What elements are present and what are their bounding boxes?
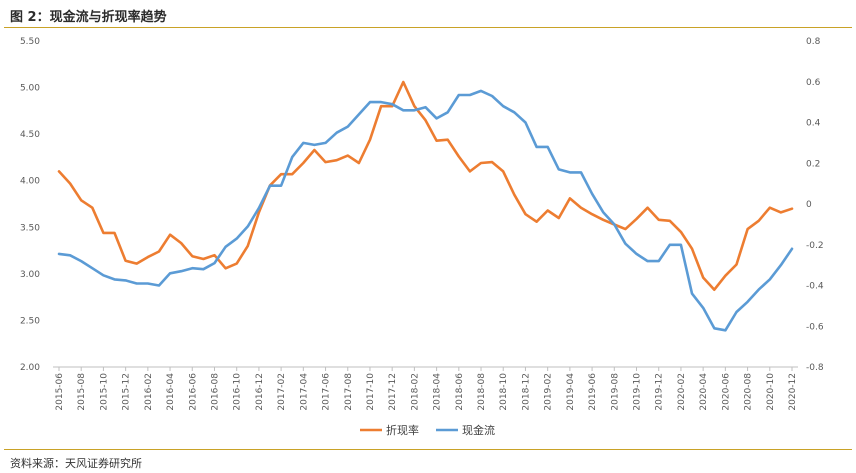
y-right-tick-label: -0.2 <box>806 241 824 251</box>
x-tick-label: 2017-04 <box>299 373 309 411</box>
x-tick-label: 2020-12 <box>788 373 798 411</box>
x-tick-label: 2015-08 <box>77 373 87 411</box>
y-right-tick-label: -0.8 <box>806 363 824 373</box>
x-tick-label: 2018-02 <box>410 373 420 411</box>
x-tick-label: 2017-12 <box>388 373 398 411</box>
x-tick-label: 2017-02 <box>277 373 287 411</box>
x-tick-label: 2016-10 <box>233 373 243 411</box>
x-tick-label: 2019-04 <box>566 373 576 411</box>
x-tick-label: 2016-08 <box>210 373 220 411</box>
x-tick-label: 2019-10 <box>633 373 643 411</box>
chart-legend: 折现率 现金流 <box>360 423 495 437</box>
x-tick-label: 2018-04 <box>433 373 443 411</box>
y-left-tick-label: 2.50 <box>20 316 40 326</box>
x-tick-label: 2017-08 <box>344 373 354 411</box>
source-note: 资料来源：天风证券研究所 <box>10 457 142 470</box>
y-left-tick-label: 2.00 <box>20 363 40 373</box>
y-right-tick-label: 0.6 <box>806 78 821 88</box>
x-tick-label: 2020-02 <box>677 373 687 411</box>
title-divider <box>4 27 852 28</box>
x-tick-label: 2015-10 <box>99 373 109 411</box>
x-tick-label: 2015-12 <box>122 373 132 411</box>
x-tick-label: 2019-12 <box>655 373 665 411</box>
x-tick-label: 2020-08 <box>744 373 754 411</box>
y-right-tick-label: 0.4 <box>806 119 821 129</box>
y-left-tick-label: 4.00 <box>20 177 40 187</box>
x-tick-label: 2019-08 <box>610 373 620 411</box>
cashflow-line <box>57 89 794 332</box>
x-tick-label: 2017-06 <box>322 373 332 411</box>
y-right-tick-label: -0.4 <box>806 282 824 292</box>
x-tick-label: 2016-04 <box>166 373 176 411</box>
x-tick-label: 2018-06 <box>455 373 465 411</box>
y-left-tick-label: 4.50 <box>20 130 40 140</box>
y-right-tick-label: 0.2 <box>806 159 820 169</box>
legend-label-cashflow: 现金流 <box>462 423 495 437</box>
x-tick-label: 2018-08 <box>477 373 487 411</box>
footer-divider <box>4 449 852 450</box>
x-tick-label: 2016-12 <box>255 373 265 411</box>
legend-label-discount-rate: 折现率 <box>386 423 419 437</box>
discount-rate-line <box>57 80 794 292</box>
y-left-tick-label: 5.50 <box>20 37 40 47</box>
x-tick-label: 2016-06 <box>188 373 198 411</box>
chart-series <box>57 80 794 332</box>
x-tick-label: 2019-02 <box>544 373 554 411</box>
x-tick-label: 2017-10 <box>366 373 376 411</box>
chart-axes: 5.50 5.00 4.50 4.00 3.50 3.00 2.50 2.00 0.8 0.6 0.… <box>20 37 824 411</box>
x-tick-label: 2020-06 <box>721 373 731 411</box>
y-right-tick-label: 0.8 <box>806 37 821 47</box>
x-tick-label: 2020-04 <box>699 373 709 411</box>
x-tick-label: 2018-10 <box>499 373 509 411</box>
y-right-tick-label: -0.6 <box>806 322 824 332</box>
x-tick-label: 2018-12 <box>521 373 531 411</box>
x-tick-label: 2019-06 <box>588 373 598 411</box>
y-left-tick-label: 3.50 <box>20 223 40 233</box>
y-left-tick-label: 3.00 <box>20 270 40 280</box>
x-tick-label: 2015-06 <box>55 373 65 411</box>
x-tick-label: 2016-02 <box>144 373 154 411</box>
chart-title: 图 2：现金流与折现率趋势 <box>10 10 167 25</box>
x-tick-label: 2020-10 <box>766 373 776 411</box>
y-left-tick-label: 5.00 <box>20 84 40 94</box>
y-right-tick-label: 0 <box>806 200 812 210</box>
